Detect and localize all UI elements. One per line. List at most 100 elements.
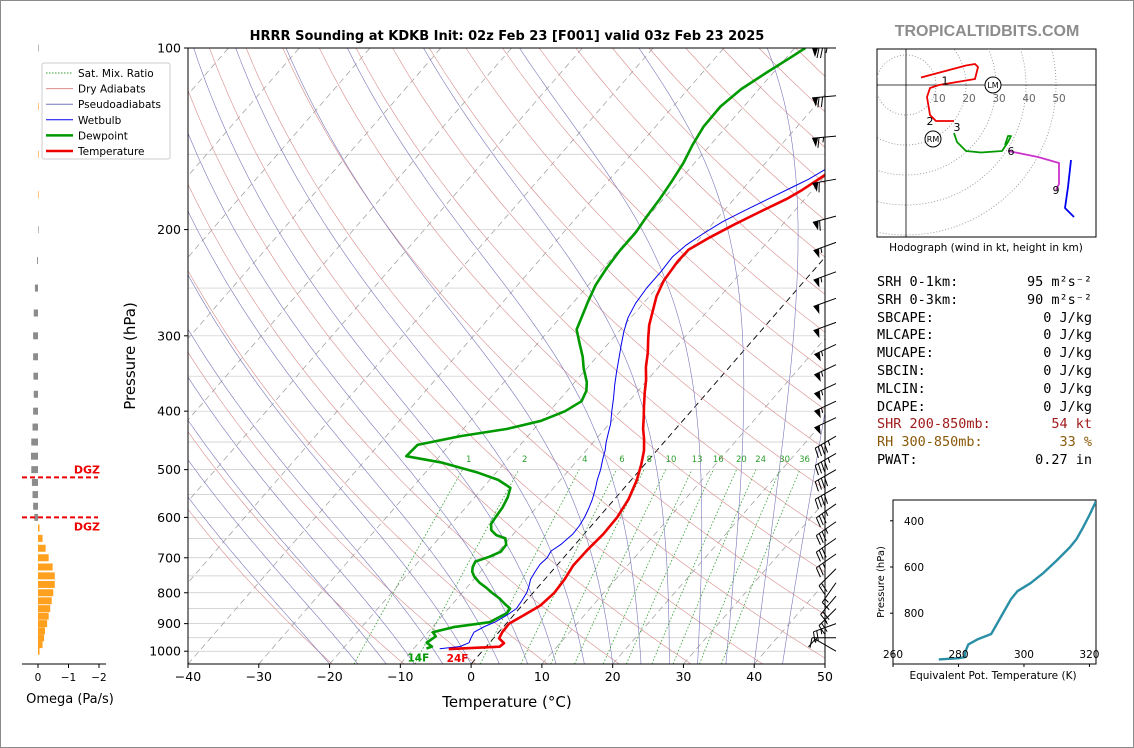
index-value: 0 J/kg bbox=[1043, 380, 1092, 397]
index-value: 95 m²s⁻² bbox=[1026, 274, 1092, 290]
y-tick-label: 1000 bbox=[149, 644, 181, 659]
legend-entry: Temperature bbox=[77, 146, 145, 158]
mixing-ratio-line bbox=[699, 469, 781, 664]
theta-e-frame bbox=[892, 499, 1097, 665]
hodograph-height-label: 6 bbox=[1008, 145, 1015, 158]
wind-barb bbox=[818, 608, 837, 635]
barb-half bbox=[825, 528, 829, 534]
chart-title: HRRR Sounding at KDKB Init: 02z Feb 23 [… bbox=[250, 29, 765, 44]
omega-bar bbox=[38, 620, 48, 628]
barb-flag bbox=[812, 48, 818, 57]
theta-e-x-label: Equivalent Pot. Temperature (K) bbox=[909, 670, 1076, 682]
isotherm-line bbox=[188, 48, 512, 421]
legend-entry: Dewpoint bbox=[78, 130, 128, 142]
omega-bar bbox=[33, 407, 38, 415]
barb-staff bbox=[816, 521, 837, 536]
skewt-axes: 24F 14F −40 −30 −20 −10 0 10 20 30 40 50 100 200 300 40… bbox=[149, 41, 833, 685]
barb-full bbox=[817, 497, 822, 508]
omega-bar bbox=[33, 390, 38, 398]
omega-bar bbox=[38, 102, 39, 110]
legend-entry: Pseudoadiabats bbox=[78, 99, 161, 111]
barb-full bbox=[823, 460, 829, 470]
legend-entry: Sat. Mix. Ratio bbox=[78, 68, 154, 80]
moist-adiabat bbox=[188, 419, 387, 664]
omega-bar bbox=[38, 554, 49, 562]
barb-full bbox=[815, 551, 821, 562]
y-tick-label: 600 bbox=[157, 510, 181, 525]
barb-full bbox=[817, 137, 820, 148]
mixing-ratio-label: 4 bbox=[582, 455, 587, 465]
skewt-y-label: Pressure (hPa) bbox=[121, 302, 139, 410]
barb-staff bbox=[812, 178, 837, 184]
storm-motion-marker bbox=[924, 130, 942, 148]
barb-half bbox=[824, 598, 829, 603]
barb-staff bbox=[814, 435, 837, 449]
legend-entry: Wetbulb bbox=[78, 115, 122, 127]
barb-full bbox=[823, 476, 829, 487]
barb-full bbox=[814, 481, 819, 492]
wind-barb bbox=[815, 503, 837, 528]
barb-half bbox=[821, 390, 824, 396]
hodograph-trace bbox=[920, 63, 979, 122]
wind-barb bbox=[815, 521, 837, 546]
dry-adiabat bbox=[188, 183, 620, 664]
barb-full bbox=[818, 533, 824, 544]
theta-e-plot bbox=[938, 500, 1096, 661]
omega-bar bbox=[31, 466, 38, 474]
omega-tick-label: 0 bbox=[35, 672, 42, 684]
omega-bar bbox=[38, 580, 55, 588]
omega-bar bbox=[38, 524, 40, 532]
barb-full bbox=[818, 625, 826, 635]
moist-adiabat bbox=[235, 48, 585, 664]
barb-full bbox=[820, 461, 826, 472]
skewt-background-lines: 1 2 4 6 8 10 13 16 20 24 30 36 bbox=[188, 48, 825, 664]
omega-bar bbox=[32, 423, 38, 431]
isotherm-line bbox=[188, 48, 583, 502]
barb-staff bbox=[818, 608, 837, 626]
hodograph-height-label: 9 bbox=[1053, 184, 1060, 197]
index-row: SBCIN: 0 J/kg bbox=[877, 363, 1092, 380]
wind-barbs bbox=[808, 47, 837, 652]
wind-barb bbox=[809, 637, 836, 648]
omega-bar bbox=[34, 513, 38, 521]
moist-adiabat bbox=[188, 459, 359, 664]
skewt-plot-area bbox=[187, 47, 826, 665]
hodograph-frame bbox=[876, 48, 1097, 238]
barb-half bbox=[822, 137, 825, 143]
barb-staff bbox=[813, 623, 837, 633]
omega-bar bbox=[38, 563, 53, 571]
index-label: RH 300-850mb: bbox=[877, 434, 983, 451]
barb-half bbox=[821, 351, 824, 357]
omega-tick-label: −2 bbox=[91, 672, 106, 684]
wind-barb bbox=[813, 271, 837, 288]
barb-full bbox=[815, 567, 821, 578]
mixing-ratio-line bbox=[626, 469, 714, 664]
index-label: MLCAPE: bbox=[877, 327, 934, 344]
omega-bar bbox=[34, 284, 38, 292]
mixing-ratio-label: 13 bbox=[692, 455, 703, 465]
omega-panel: DGZ DGZ 0 −1 −2 bbox=[22, 44, 107, 684]
moist-adiabat bbox=[188, 496, 330, 664]
barb-half bbox=[820, 277, 823, 283]
omega-bar bbox=[38, 226, 39, 234]
dry-adiabat bbox=[502, 48, 825, 371]
barb-full bbox=[814, 465, 819, 476]
wind-barb bbox=[808, 638, 837, 652]
isotherm-line bbox=[188, 48, 442, 340]
barb-staff bbox=[814, 452, 837, 466]
wind-barb bbox=[815, 537, 837, 562]
theta-e-x-tick-label: 280 bbox=[948, 649, 968, 661]
moist-adiabat bbox=[188, 132, 528, 664]
omega-bar bbox=[31, 478, 38, 486]
wind-barb bbox=[813, 321, 837, 339]
isotherm-line bbox=[400, 175, 825, 664]
index-row: SRH 0-1km: 95 m²s⁻² bbox=[877, 274, 1092, 291]
surface-dewpoint-label: 14F bbox=[407, 653, 429, 665]
dry-adiabat bbox=[209, 48, 763, 664]
barb-half bbox=[827, 457, 831, 463]
omega-bar bbox=[38, 191, 39, 199]
mixing-ratio-label: 10 bbox=[666, 455, 677, 465]
mixing-ratio-label: 30 bbox=[779, 455, 790, 465]
index-row: SRH 0-3km: 90 m²s⁻² bbox=[877, 292, 1092, 309]
